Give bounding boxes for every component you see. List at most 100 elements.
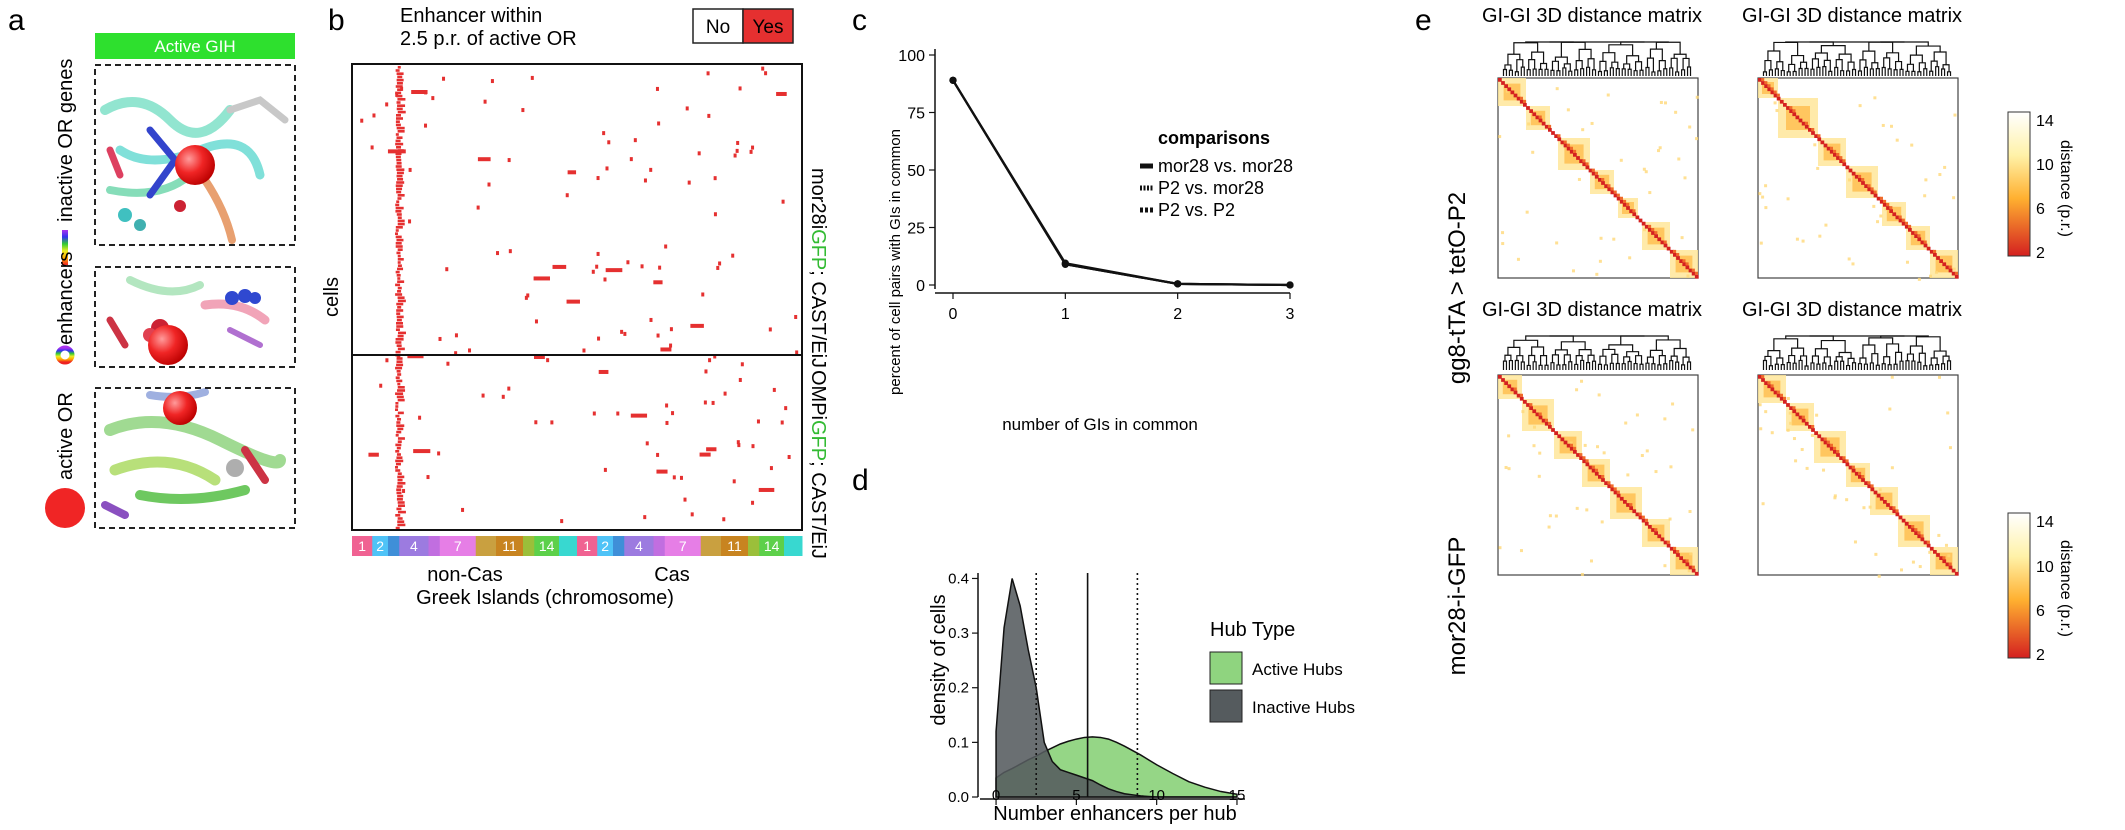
dendrogram-link (1608, 44, 1634, 56)
heatmap-cell (385, 358, 389, 363)
matrix-cell (1883, 199, 1887, 203)
chromosome-label: 14 (764, 538, 780, 554)
matrix-diagonal-cell (1551, 131, 1555, 135)
matrix-cell (1554, 514, 1558, 518)
dendrogram-link (1814, 52, 1828, 61)
matrix-diagonal-cell (1864, 481, 1868, 485)
heatmap-cell (396, 344, 402, 347)
matrix-cell (1597, 393, 1601, 397)
matrix-title-1: GI-GI 3D distance matrix (1482, 5, 1702, 27)
matrix-cell (1888, 407, 1892, 411)
heatmap-cell (598, 369, 609, 374)
heatmap-cell (396, 107, 403, 111)
heatmap-cell (603, 277, 607, 282)
heatmap-cell (756, 419, 760, 424)
matrix-cell (1623, 199, 1627, 203)
dendrogram-link (1822, 66, 1827, 76)
matrix-cell (1571, 269, 1575, 273)
heatmap-cell (649, 317, 653, 322)
matrix-cell (1548, 124, 1552, 128)
matrix-diagonal-cell (1566, 146, 1571, 151)
heatmap-cell (468, 348, 472, 353)
dendrogram-link (1846, 364, 1851, 370)
heatmap-cell (387, 149, 406, 154)
matrix-cell (1792, 406, 1796, 410)
matrix-diagonal-cell (1498, 375, 1502, 379)
matrix-cell (1783, 396, 1787, 400)
heatmap-cell (395, 341, 402, 344)
matrix-cell (1761, 502, 1765, 506)
matrix-diagonal-cell (1870, 190, 1875, 195)
matrix-diagonal-cell (1541, 121, 1546, 126)
matrix-cell (1839, 156, 1843, 160)
heatmap-cell (508, 249, 512, 254)
dendrogram-link (1634, 355, 1643, 365)
matrix-diagonal-cell (1804, 124, 1809, 129)
heatmap-cell (397, 331, 406, 335)
dendrogram-link (1933, 51, 1947, 65)
heatmap-cell (534, 420, 538, 425)
colorbar-bottom-tick-2: 2 (2036, 647, 2045, 664)
matrix-diagonal-cell (1886, 206, 1890, 210)
matrix-cell (1851, 465, 1855, 469)
heatmap-cell (781, 199, 785, 204)
matrix-cell (1589, 559, 1593, 563)
dendrogram-link (1591, 69, 1597, 76)
matrix-diagonal-cell (1898, 515, 1903, 520)
matrix-cell (1764, 81, 1768, 85)
heatmap-cell (665, 403, 669, 408)
matrix-diagonal-cell (1867, 484, 1872, 489)
y-tick-label: 0.4 (948, 570, 969, 587)
heatmap-cell (784, 406, 788, 411)
matrix-diagonal-cell (1879, 496, 1884, 501)
dendrogram-link (1526, 69, 1531, 76)
heatmap-cell (685, 106, 689, 111)
chromosome-label: 1 (583, 538, 591, 554)
matrix-cell (1519, 549, 1523, 553)
matrix-diagonal-cell (1594, 471, 1599, 476)
matrix-cell (1523, 99, 1527, 103)
heatmap-cell (397, 75, 403, 79)
matrix-cell (1648, 191, 1652, 195)
matrix-cell (1829, 146, 1833, 150)
heatmap-cell (372, 113, 376, 118)
chromosome-segment (577, 536, 598, 556)
matrix-cell (1626, 473, 1630, 477)
dendrogram-link (1669, 67, 1674, 76)
dendrogram-link (1556, 364, 1561, 370)
matrix-diagonal-cell (1613, 490, 1618, 495)
matrix-cell (1680, 236, 1684, 240)
matrix-diagonal-cell (1901, 518, 1906, 523)
matrix-cell (1585, 162, 1589, 166)
dendrogram-link (1933, 350, 1947, 359)
matrix-diagonal-cell (1598, 178, 1602, 182)
matrix-diagonal-cell (1501, 378, 1505, 382)
matrix-diagonal-cell (1789, 109, 1793, 113)
matrix-diagonal-cell (1858, 475, 1862, 479)
matrix-diagonal-cell (1770, 90, 1775, 95)
matrix-cell (1759, 241, 1763, 245)
chromosome-segment (372, 536, 389, 556)
matrix-cell (1845, 498, 1849, 502)
dendrogram-link (1929, 364, 1934, 370)
heatmap-cell (496, 251, 500, 256)
matrix-cell (1833, 149, 1837, 153)
matrix-diagonal-cell (1554, 431, 1558, 435)
heatmap-cell (396, 72, 404, 75)
heatmap-cell (769, 466, 773, 471)
heatmap-cell (713, 212, 717, 217)
heatmap-cell (395, 242, 402, 245)
matrix-cell (1761, 195, 1765, 199)
heatmap-cell (395, 85, 403, 88)
heatmap-cell (396, 146, 402, 149)
legend-active-hubs-swatch (1209, 651, 1243, 685)
dendrogram-link (1762, 359, 1768, 370)
y-tick-label: 0.3 (948, 625, 969, 642)
dendrogram-link (1528, 59, 1536, 70)
matrix-cell (1889, 206, 1893, 210)
matrix-diagonal-cell (1767, 87, 1772, 92)
heatmap-cell (533, 354, 545, 359)
matrix-diagonal-cell (1833, 153, 1837, 157)
heatmap-cell (396, 430, 402, 434)
matrix-diagonal-cell (1573, 153, 1577, 157)
